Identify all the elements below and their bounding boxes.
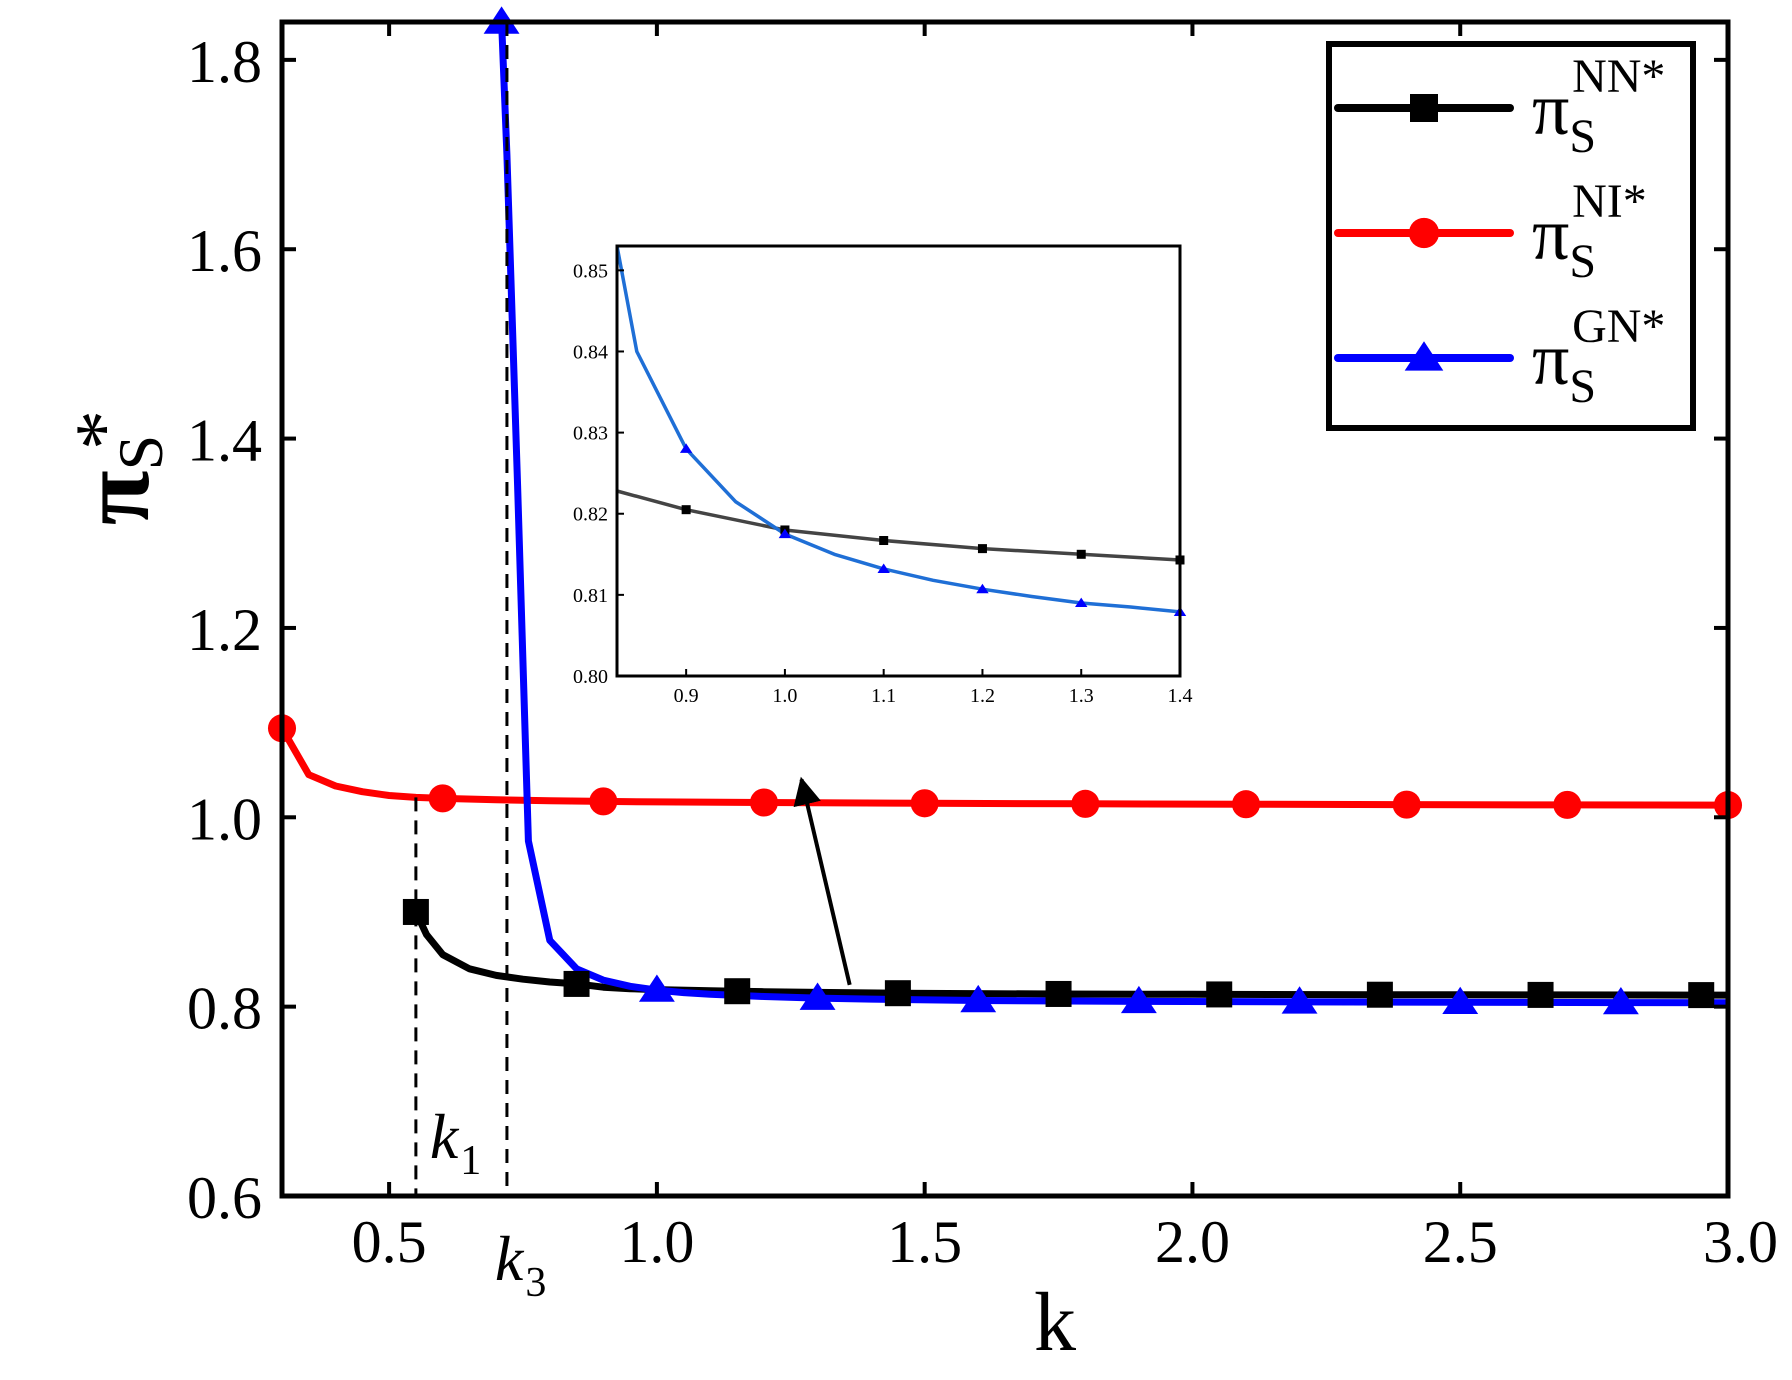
inset-x-tick-label: 1.1 xyxy=(871,685,896,707)
y-tick-label: 0.6 xyxy=(187,1165,262,1231)
x-axis-label: k xyxy=(1034,1276,1076,1369)
svg-text:πS: πS xyxy=(59,435,176,525)
inset-background xyxy=(617,246,1180,676)
inset-data-point-nn xyxy=(879,536,889,546)
data-point-nn xyxy=(724,978,751,1005)
inset-data-point-nn xyxy=(681,505,691,515)
inset-data-point-nn xyxy=(977,544,987,554)
data-point-ni xyxy=(1231,790,1261,819)
inset-y-tick-label: 0.81 xyxy=(573,585,608,607)
inset-data-point-gn xyxy=(976,583,989,594)
y-tick-label: 1.4 xyxy=(187,408,262,474)
y-tick-label: 1.2 xyxy=(187,597,262,663)
inset-frame xyxy=(615,244,1182,678)
inset-data-point-nn xyxy=(1076,549,1086,559)
main-plot: 0.5 1.0 1.5 2.0 2.5 3.0 0.6 0.8 1.0 1.2 1.4 1.6 1.8 xyxy=(187,6,1778,1275)
data-point-nn xyxy=(1206,981,1233,1008)
inset-plot: 0.9 1.0 1.1 1.2 1.3 1.4 0.80 0.81 0.82 0.83 0.84 0… xyxy=(573,244,1193,707)
data-point-ni xyxy=(1071,789,1100,818)
inset-y-tick-label: 0.85 xyxy=(573,260,608,282)
data-point-gn xyxy=(1602,986,1639,1015)
series-line-ni xyxy=(282,724,1728,809)
y-axis-label-sup: * xyxy=(60,410,148,450)
data-point-gn xyxy=(1442,986,1479,1014)
data-point-ni xyxy=(589,787,618,816)
x-tick-label: 2.5 xyxy=(1423,1209,1498,1275)
data-point-nn xyxy=(1527,981,1554,1008)
data-point-gn xyxy=(1281,986,1318,1014)
inset-y-tick-label: 0.82 xyxy=(573,504,608,526)
x-tick-label: 1.5 xyxy=(887,1209,962,1275)
data-point-nn xyxy=(1045,980,1072,1007)
data-point-nn xyxy=(563,970,590,997)
series-line-gn xyxy=(498,22,1728,1007)
plot-frame xyxy=(279,19,1731,1199)
legend: πSNN*πSNI*πSGN* xyxy=(1326,41,1696,431)
inset-x-tick-label: 1.3 xyxy=(1069,685,1094,707)
y-axis-label: πS * xyxy=(59,410,176,525)
data-point-nn xyxy=(1366,981,1393,1008)
y-axis-label-base: π xyxy=(59,470,170,525)
inset-data-point-gn xyxy=(877,563,890,573)
inset-x-tick-label: 1.2 xyxy=(970,685,995,707)
legend-marker-nn xyxy=(1410,94,1438,122)
x-tick-label: 0.5 xyxy=(352,1209,427,1275)
inset-data-point-gn xyxy=(679,443,693,453)
legend-marker-gn xyxy=(1404,341,1444,371)
x-tick-label: 3.0 xyxy=(1703,1209,1778,1275)
inset-y-tick-label: 0.84 xyxy=(573,341,608,363)
inset-x-tick-label: 1.0 xyxy=(772,685,797,707)
inset-y-tick-label: 0.83 xyxy=(573,423,608,445)
y-tick-label: 1.0 xyxy=(187,786,262,852)
y-tick-label: 1.6 xyxy=(187,218,262,284)
data-point-ni xyxy=(428,784,457,813)
inset-y-tick-label: 0.80 xyxy=(573,666,608,688)
marker-label-k1: k1 xyxy=(430,1101,481,1184)
inset-x-tick-label: 0.9 xyxy=(674,685,699,707)
legend-marker-ni xyxy=(1408,217,1440,249)
data-point-gn xyxy=(960,984,997,1013)
data-point-nn xyxy=(1688,982,1715,1009)
data-point-nn xyxy=(884,980,911,1007)
x-tick-label: 2.0 xyxy=(1155,1209,1230,1275)
y-tick-label: 0.8 xyxy=(187,976,262,1042)
inset-data-point-gn xyxy=(778,528,792,539)
x-tick-label: 1.0 xyxy=(619,1209,694,1275)
y-axis-label-sub: S xyxy=(105,435,176,471)
y-tick-label: 1.8 xyxy=(187,29,262,95)
zoom-arrow xyxy=(793,776,852,986)
data-point-ni xyxy=(1392,790,1421,819)
inset-x-tick-label: 1.4 xyxy=(1168,685,1193,707)
inset-data-point-gn xyxy=(1075,597,1088,608)
data-point-gn xyxy=(799,982,836,1010)
data-point-ni xyxy=(749,788,779,817)
data-point-ni xyxy=(1553,790,1582,819)
data-point-gn xyxy=(638,974,675,1002)
data-point-gn xyxy=(1120,985,1157,1014)
data-point-ni xyxy=(910,789,939,818)
marker-label-k3: k3 xyxy=(495,1223,546,1306)
